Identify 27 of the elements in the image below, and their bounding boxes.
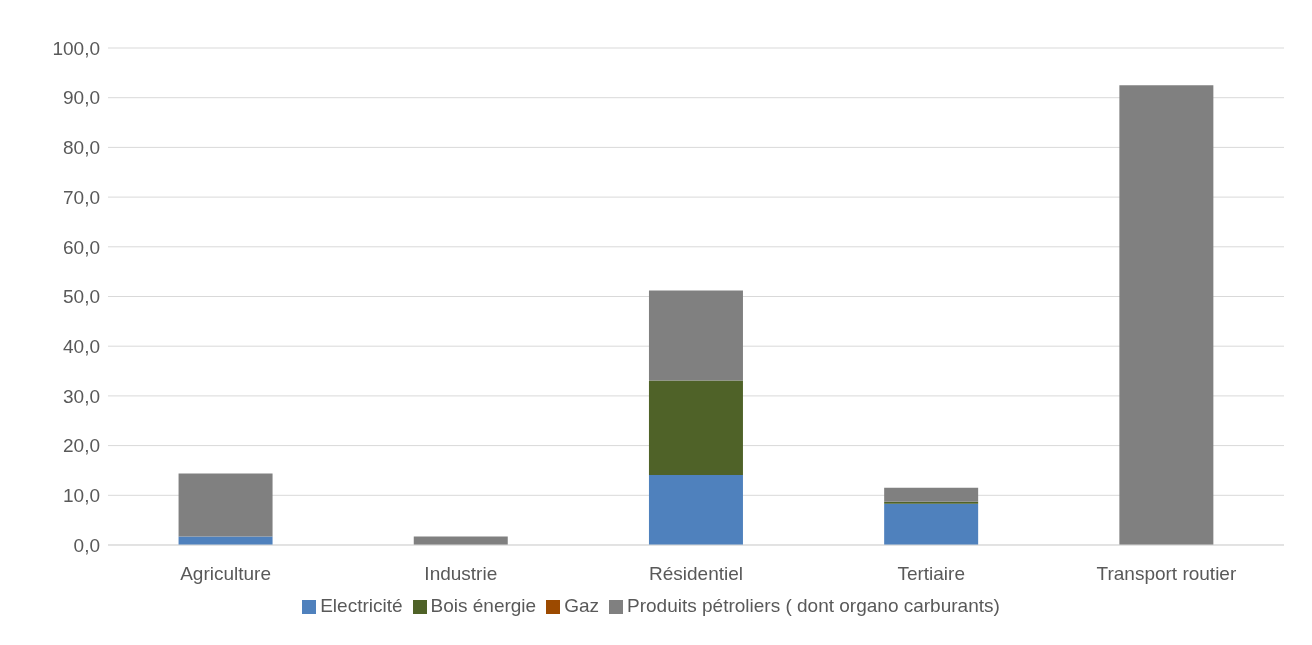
y-tick-label: 80,0	[63, 137, 100, 159]
bar	[648, 290, 743, 381]
y-tick-label: 30,0	[63, 385, 100, 407]
y-tick-label: 70,0	[63, 186, 100, 208]
legend-label: Produits pétroliers ( dont organo carburants)	[627, 595, 1000, 616]
y-tick-label: 0,0	[73, 534, 100, 556]
bar	[884, 503, 979, 545]
bar	[178, 473, 273, 537]
legend-label: Gaz	[564, 595, 600, 616]
x-tick-label: Tertiaire	[897, 563, 965, 585]
legend-label: Electricité	[320, 595, 403, 616]
y-tick-label: 100,0	[52, 37, 100, 59]
bar	[1119, 85, 1214, 545]
y-tick-label: 50,0	[63, 286, 100, 308]
y-tick-label: 10,0	[63, 485, 100, 507]
legend-label: Bois énergie	[430, 595, 537, 616]
x-tick-label: Transport routier	[1096, 563, 1237, 585]
y-tick-label: 90,0	[63, 87, 100, 109]
y-tick-label: 40,0	[63, 335, 100, 357]
x-tick-label: Agriculture	[180, 563, 272, 585]
bar	[648, 380, 743, 475]
bar	[648, 474, 743, 545]
x-tick-label: Résidentiel	[649, 563, 743, 585]
y-tick-label: 20,0	[63, 435, 100, 457]
y-tick-label: 60,0	[63, 236, 100, 258]
bar	[884, 487, 979, 502]
x-tick-label: Industrie	[424, 563, 498, 585]
